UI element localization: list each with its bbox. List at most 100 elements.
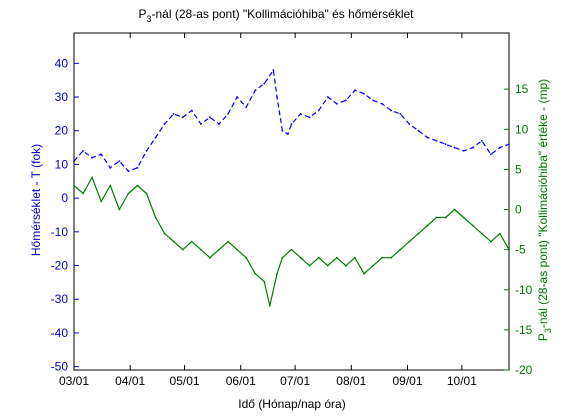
right-y-tick-label: -20	[515, 363, 533, 377]
x-tick-label: 10/01	[447, 374, 477, 388]
title-part-rest: -nál (28-as pont) "Kollimációhiba" és hő…	[152, 7, 415, 21]
collimation-error-point	[190, 240, 193, 243]
temperature-point	[480, 139, 483, 142]
temperature-point	[181, 116, 184, 119]
right-y-tick-label: -10	[515, 283, 533, 297]
temperature-point	[91, 156, 93, 159]
chart-title: P3-nál (28-as pont) "Kollimációhiba" és …	[138, 7, 414, 24]
x-axis-label: Idő (Hónap/nap óra)	[238, 397, 345, 411]
collimation-error-point	[381, 256, 383, 259]
temperature-point	[272, 69, 275, 71]
left-y-tick-label: -10	[51, 225, 69, 239]
temperature-point	[417, 129, 420, 132]
collimation-error-point	[118, 208, 121, 211]
collimation-error-point	[490, 240, 492, 243]
collimation-error-point	[276, 272, 278, 275]
collimation-error-point	[372, 264, 374, 267]
collimation-error-point	[109, 184, 112, 187]
collimation-error-point	[163, 232, 166, 235]
right-y-tick-label: 5	[515, 162, 522, 176]
temperature-point	[335, 102, 338, 105]
temperature-point	[372, 99, 374, 102]
temperature-point	[136, 166, 139, 169]
right-y-tick-label: 10	[515, 122, 529, 136]
temperature-point	[236, 96, 239, 98]
title-part-subscript: 3	[147, 14, 152, 24]
temperature-point	[82, 150, 84, 152]
collimation-error-point	[317, 256, 320, 259]
temperature-point	[308, 116, 311, 119]
temperature-point	[127, 170, 130, 173]
x-tick-label: 09/01	[392, 374, 422, 388]
temperature-point	[73, 160, 75, 163]
temperature-point	[363, 92, 365, 95]
temperature-point	[218, 123, 220, 125]
collimation-error-point	[290, 248, 293, 251]
collimation-error-point	[145, 192, 148, 195]
plot-area	[73, 32, 510, 371]
temperature-point	[490, 153, 492, 156]
left-axis-label: Hőmérséklet - T (fok)	[29, 144, 43, 256]
collimation-error-point	[181, 248, 184, 251]
temperature-point	[444, 143, 447, 146]
temperature-point	[209, 116, 211, 119]
collimation-error-point	[200, 248, 202, 251]
temperature-point	[399, 113, 402, 115]
right-axis-label: P3-nál (28-as pont) "Kollimációhiba" ért…	[536, 79, 553, 341]
collimation-error-series-line	[73, 176, 510, 307]
collimation-error-point	[136, 184, 139, 187]
right-label-part-rest: -nál (28-as pont) "Kollimációhiba" érték…	[536, 79, 550, 328]
ticks-layer: -50-40-30-20-10010203040-20-15-10-505101…	[51, 33, 533, 388]
temperature-point	[499, 146, 501, 149]
collimation-error-point	[408, 240, 411, 243]
x-tick-label: 06/01	[226, 374, 256, 388]
collimation-error-point	[426, 224, 429, 227]
temperature-point	[109, 166, 112, 169]
left-y-tick-label: -30	[51, 292, 69, 306]
left-y-tick-label: -40	[51, 326, 69, 340]
temperature-point	[172, 113, 175, 115]
collimation-error-point	[100, 200, 103, 203]
temperature-point	[145, 150, 148, 152]
temperature-point	[317, 109, 320, 112]
temperature-point	[245, 106, 248, 108]
temperature-point	[118, 160, 121, 163]
temperature-point	[281, 129, 284, 132]
temperature-point	[508, 143, 510, 146]
title-part-main: P	[138, 7, 146, 21]
temperature-point	[287, 133, 289, 136]
collimation-error-point	[471, 224, 474, 227]
collimation-error-point	[172, 240, 175, 243]
temperature-point	[435, 139, 438, 142]
collimation-error-point	[263, 280, 266, 283]
collimation-error-point	[363, 272, 365, 275]
collimation-error-point	[499, 232, 501, 235]
collimation-error-point	[335, 256, 338, 259]
temperature-point	[263, 82, 266, 85]
temperature-point	[154, 136, 157, 139]
temperature-point	[190, 109, 193, 112]
collimation-error-point	[299, 256, 302, 259]
right-label-part-subscript: 3	[543, 328, 553, 333]
temperature-point	[200, 123, 202, 125]
collimation-error-point	[444, 216, 447, 219]
left-y-tick-label: -50	[51, 360, 69, 374]
temperature-point	[299, 113, 302, 115]
left-y-tick-label: 40	[55, 56, 69, 70]
collimation-error-point	[127, 192, 130, 195]
temperature-point	[408, 123, 411, 125]
temperature-point	[276, 96, 278, 98]
x-tick-label: 03/01	[59, 374, 89, 388]
left-y-tick-label: 30	[55, 90, 69, 104]
collimation-error-point	[326, 264, 329, 267]
temperature-point	[471, 146, 474, 149]
collimation-error-point	[345, 264, 347, 267]
collimation-error-point	[245, 256, 248, 259]
collimation-error-point	[73, 184, 75, 187]
x-tick-label: 05/01	[170, 374, 200, 388]
collimation-error-point	[462, 216, 465, 219]
x-tick-label: 08/01	[336, 374, 366, 388]
right-y-tick-label: -5	[515, 243, 526, 257]
x-tick-label: 04/01	[115, 374, 145, 388]
